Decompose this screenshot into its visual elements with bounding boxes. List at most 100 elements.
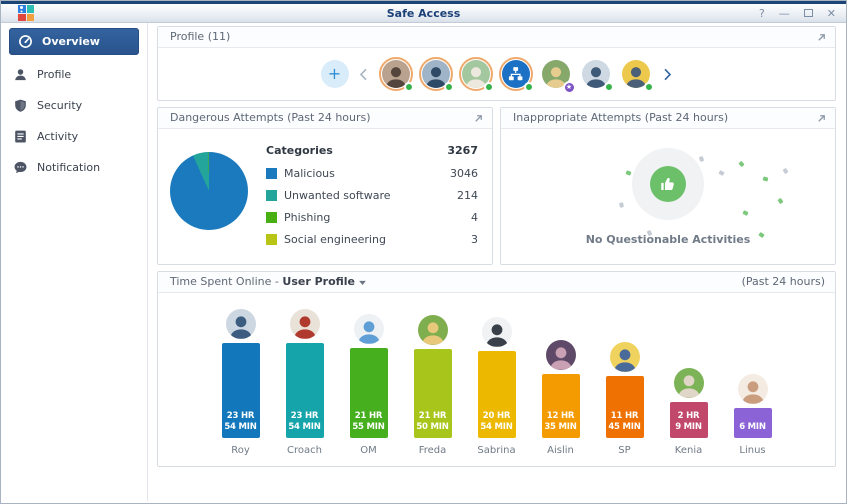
avatar-4[interactable]: ★: [539, 57, 576, 94]
bar-column-sabrina[interactable]: 20 HR 54 MIN Sabrina: [465, 317, 529, 457]
sidebar-item-label: Security: [37, 99, 83, 112]
sidebar-item-label: Overview: [42, 35, 100, 48]
dangerous-panel-title: Dangerous Attempts: [170, 111, 284, 124]
legend-value: 4: [471, 211, 478, 224]
bar-name-label: OM: [360, 445, 377, 456]
bar-column-linus[interactable]: 6 MIN Linus: [721, 374, 785, 457]
time-bar: 2 HR 9 MIN: [669, 402, 708, 438]
online-status-dot: [523, 82, 534, 92]
profile-selector[interactable]: User Profile: [282, 275, 366, 288]
minimize-icon[interactable]: —: [778, 7, 790, 20]
bar-avatar: [417, 315, 448, 345]
sidebar-item-overview[interactable]: Overview: [9, 28, 139, 55]
popout-icon[interactable]: [816, 113, 827, 124]
chat-icon: [14, 161, 27, 174]
dangerous-panel-period: (Past 24 hours): [287, 111, 371, 124]
gauge-icon: [19, 35, 32, 48]
avatar-ring: [498, 57, 533, 91]
list-icon: [15, 130, 26, 143]
avatar-ring: [418, 57, 453, 91]
avatar-ring: [378, 57, 413, 91]
avatar-0[interactable]: [378, 57, 414, 92]
time-bar: 12 HR 35 MIN: [541, 374, 580, 438]
thumbs-up-icon: [650, 166, 686, 202]
popout-icon[interactable]: [816, 32, 827, 43]
chevron-left-icon[interactable]: [359, 66, 369, 82]
legend-label: Unwanted software: [284, 189, 391, 202]
legend-swatch: [266, 234, 277, 245]
legend-row: Unwanted software 214: [266, 189, 478, 202]
help-icon[interactable]: ?: [758, 7, 765, 20]
bar-name-label: Sabrina: [477, 445, 516, 456]
legend-row: Malicious 3046: [266, 167, 478, 180]
bar-avatar: [353, 314, 384, 344]
time-panel-period: (Past 24 hours): [741, 275, 825, 288]
bar-column-om[interactable]: 21 HR 55 MIN OM: [337, 314, 401, 457]
dangerous-attempts-panel: Dangerous Attempts (Past 24 hours) Categ…: [157, 107, 493, 265]
inappropriate-panel-title: Inappropriate Attempts: [513, 111, 642, 124]
bar-avatar: [737, 374, 768, 404]
bar-value-label: 2 HR 9 MIN: [675, 411, 702, 432]
profile-selector-label: User Profile: [282, 275, 356, 288]
window-controls: ? — ✕: [759, 4, 836, 23]
profile-panel: Profile (11) + ★: [157, 26, 836, 101]
time-spent-panel: Time Spent Online - User Profile (Past 2…: [157, 271, 836, 467]
sidebar-item-label: Notification: [37, 161, 101, 174]
sidebar: Overview Profile Security Activity Notif…: [1, 23, 148, 501]
bar-column-kenia[interactable]: 2 HR 9 MIN Kenia: [657, 368, 721, 457]
bar-column-sp[interactable]: 11 HR 45 MIN SP: [593, 342, 657, 457]
sidebar-item-activity[interactable]: Activity: [1, 121, 147, 152]
avatar-1[interactable]: [418, 57, 454, 92]
online-status-dot: [603, 82, 614, 92]
legend-label: Malicious: [284, 167, 335, 180]
legend-swatch: [266, 190, 277, 201]
safe-access-app-icon: [18, 5, 34, 21]
bar-name-label: Kenia: [674, 445, 703, 456]
avatar-5[interactable]: [579, 57, 614, 92]
online-status-dot: [643, 82, 654, 92]
legend-value: 214: [457, 189, 478, 202]
bar-avatar: [673, 368, 704, 398]
legend-swatch: [266, 212, 277, 223]
sidebar-item-label: Activity: [37, 130, 79, 143]
avatar-image: [541, 60, 570, 88]
ok-burst: [632, 148, 704, 220]
avatar-group-3[interactable]: [498, 57, 534, 92]
sidebar-item-notification[interactable]: Notification: [1, 152, 147, 183]
bar-value-label: 21 HR 55 MIN: [352, 411, 385, 432]
stats-row: Dangerous Attempts (Past 24 hours) Categ…: [157, 107, 836, 271]
bar-avatar: [225, 309, 256, 339]
bar-avatar: [609, 342, 640, 372]
bar-value-label: 6 MIN: [739, 422, 766, 432]
person-icon: [15, 69, 26, 81]
title-bar: Safe Access ? — ✕: [1, 1, 846, 23]
no-activities-message: No Questionable Activities: [585, 233, 751, 246]
legend-label: Social engineering: [284, 233, 386, 246]
time-bar: 21 HR 55 MIN: [349, 348, 388, 438]
bar-column-aislin[interactable]: 12 HR 35 MIN Aislin: [529, 340, 593, 457]
bar-column-freda[interactable]: 21 HR 50 MIN Freda: [401, 315, 465, 457]
sidebar-item-profile[interactable]: Profile: [1, 59, 147, 90]
add-profile-button[interactable]: +: [320, 60, 349, 88]
time-bar: 23 HR 54 MIN: [221, 343, 260, 438]
bar-value-label: 20 HR 54 MIN: [480, 411, 513, 432]
legend-row: Phishing 4: [266, 211, 478, 224]
time-bar: 11 HR 45 MIN: [605, 376, 644, 438]
avatar-2[interactable]: [458, 57, 494, 92]
popout-icon[interactable]: [473, 113, 484, 124]
sidebar-item-security[interactable]: Security: [1, 90, 147, 121]
close-icon[interactable]: ✕: [826, 7, 836, 20]
chevron-right-icon[interactable]: [663, 66, 673, 82]
maximize-icon[interactable]: [803, 8, 813, 19]
bar-column-croach[interactable]: 23 HR 54 MIN Croach: [273, 309, 337, 457]
bar-name-label: Aislin: [547, 445, 574, 456]
bar-value-label: 23 HR 54 MIN: [224, 411, 257, 432]
bar-avatar: [289, 309, 320, 339]
sidebar-item-label: Profile: [37, 68, 72, 81]
bar-column-roy[interactable]: 23 HR 54 MIN Roy: [209, 309, 273, 457]
profile-panel-header: Profile (11): [158, 27, 835, 48]
chevron-down-icon: [359, 280, 366, 285]
legend-row: Social engineering 3: [266, 233, 478, 246]
avatar-6[interactable]: [619, 57, 654, 92]
bar-name-label: Linus: [739, 445, 766, 456]
